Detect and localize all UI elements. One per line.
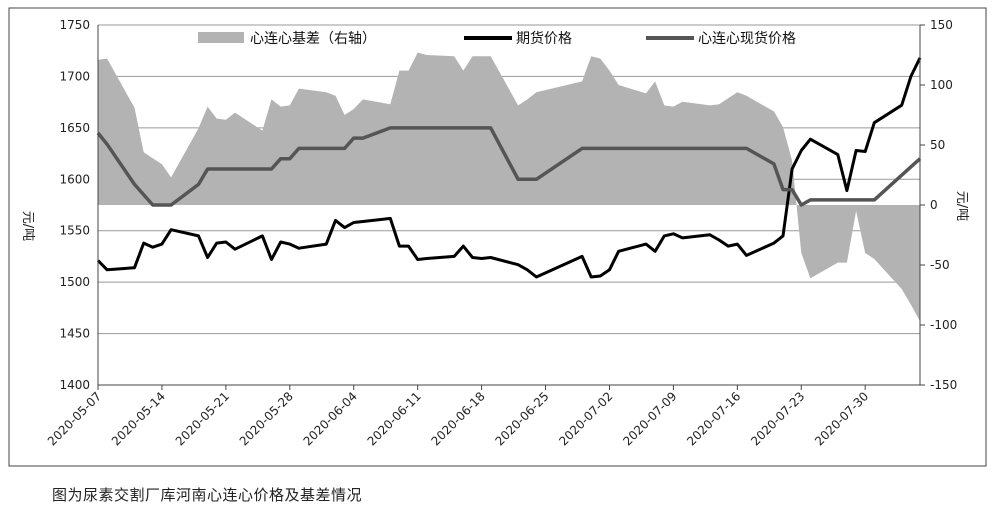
right-tick-label: 50 <box>930 138 945 152</box>
right-axis-title: 元/吨 <box>954 191 969 221</box>
left-tick-label: 1650 <box>59 121 90 135</box>
legend-label: 期货价格 <box>516 30 572 47</box>
right-tick-label: 100 <box>930 78 953 92</box>
left-tick-label: 1450 <box>59 327 90 341</box>
left-tick-label: 1550 <box>59 224 90 238</box>
left-tick-label: 1700 <box>59 69 90 83</box>
left-tick-label: 1750 <box>59 18 90 32</box>
left-tick-label: 1600 <box>59 172 90 186</box>
basis-area <box>98 52 920 322</box>
right-tick-label: 0 <box>930 198 938 212</box>
left-axis-title: 元/吨 <box>20 211 35 241</box>
figure-caption: 图为尿素交割厂库河南心连心价格及基差情况 <box>52 486 363 504</box>
right-tick-label: 150 <box>930 18 953 32</box>
left-tick-label: 1500 <box>59 275 90 289</box>
left-tick-label: 1400 <box>59 378 90 392</box>
basis-area-series <box>98 52 920 322</box>
right-tick-label: -100 <box>930 318 957 332</box>
right-tick-label: -150 <box>930 378 957 392</box>
legend-label: 心连心现货价格 <box>698 30 796 47</box>
legend-swatch-basis <box>198 32 244 43</box>
legend-label: 心连心基差（右轴） <box>250 30 376 47</box>
legend: 心连心基差（右轴） 期货价格 心连心现货价格 <box>198 30 796 47</box>
right-tick-label: -50 <box>930 258 950 272</box>
line-series <box>96 57 922 279</box>
spot-price-line <box>96 126 922 207</box>
